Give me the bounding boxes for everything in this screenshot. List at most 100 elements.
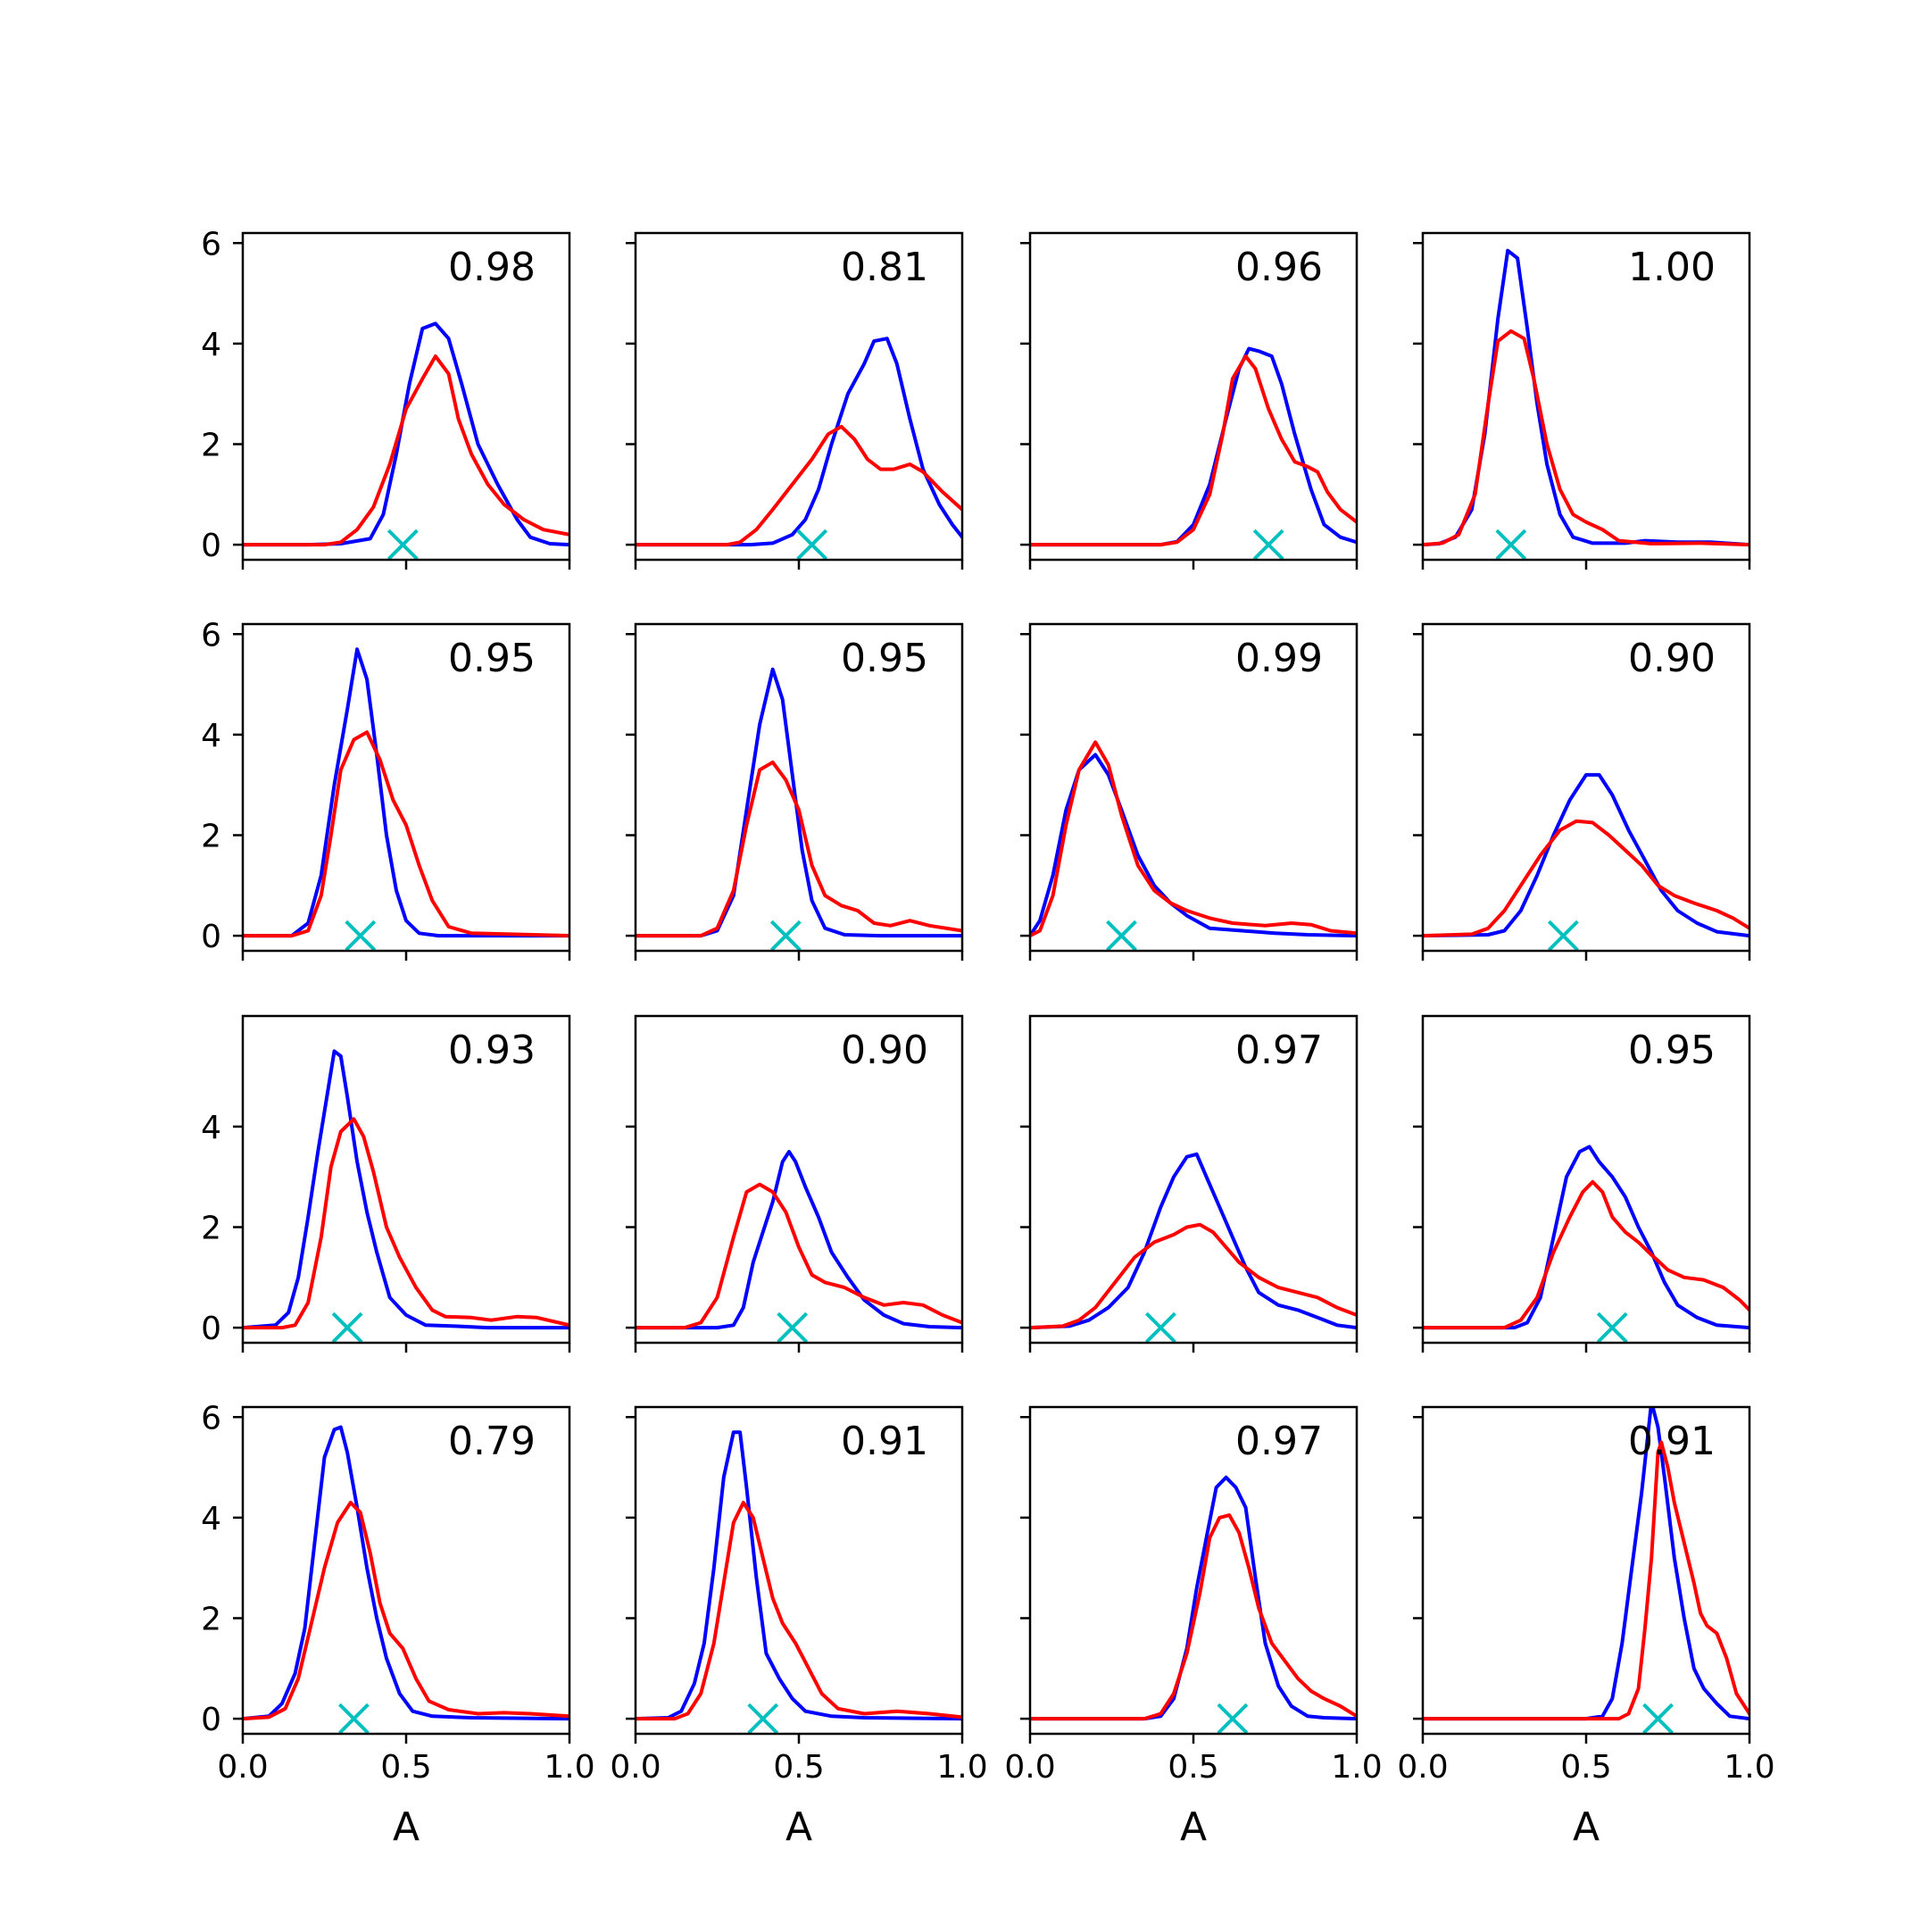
panel-15: 0.97 0.0 0.5 1.0 A <box>1004 1405 1383 1850</box>
panel-11: 0.97 <box>1020 1014 1359 1353</box>
panel-value-label: 0.97 <box>1235 1028 1323 1073</box>
series-1-line <box>636 337 962 547</box>
y-tick-label: 4 <box>201 718 221 754</box>
series-1-line <box>1030 753 1357 938</box>
panel-value-label: 0.90 <box>841 1028 928 1073</box>
x-marker <box>1144 1312 1176 1344</box>
series-2-line <box>243 730 569 938</box>
series-2-line <box>1423 1440 1749 1721</box>
panel-8: 0.90 <box>1413 622 1751 961</box>
x-marker <box>386 529 419 561</box>
y-tick-label: 2 <box>201 427 221 463</box>
x-marker <box>1106 920 1137 952</box>
x-marker <box>747 1703 779 1735</box>
panel-value-label: 0.95 <box>1628 1028 1716 1073</box>
series-2-line <box>1030 1513 1357 1721</box>
y-tick-label: 0 <box>201 1702 221 1738</box>
series-2-line <box>636 1501 962 1721</box>
panel-13: 0.79 0.0 0.5 1.0 0 2 4 6 A <box>201 1400 595 1850</box>
x-marker <box>1596 1312 1628 1344</box>
panel-2: 0.81 <box>626 231 964 570</box>
y-tick-label: 4 <box>201 1501 221 1537</box>
x-tick-label: 0.5 <box>380 1749 431 1786</box>
panel-7: 0.99 <box>1020 622 1359 961</box>
x-tick-label: 1.0 <box>1724 1749 1774 1786</box>
series-1-line <box>636 1430 962 1721</box>
panel-10: 0.90 <box>626 1014 964 1353</box>
series-1-line <box>1030 346 1357 547</box>
x-marker <box>796 529 828 561</box>
x-marker <box>1252 529 1284 561</box>
panel-value-label: 0.96 <box>1235 245 1323 290</box>
y-tick-label: 6 <box>201 226 221 262</box>
y-tick-label: 4 <box>201 327 221 363</box>
y-tick-label: 0 <box>201 919 221 955</box>
panel-value-label: 0.97 <box>1235 1419 1323 1464</box>
x-marker <box>769 920 802 952</box>
x-axis-label: A <box>1180 1804 1207 1850</box>
series-2-line <box>243 1501 569 1721</box>
series-2-line <box>1423 1179 1749 1330</box>
series-2-line <box>1423 329 1749 547</box>
x-tick-label: 1.0 <box>1331 1749 1382 1786</box>
x-marker <box>777 1312 809 1344</box>
y-tick-label: 2 <box>201 1210 221 1246</box>
x-marker <box>345 920 377 952</box>
y-tick-label: 2 <box>201 1601 221 1637</box>
x-marker <box>1547 920 1579 952</box>
panel-value-label: 0.81 <box>841 245 928 290</box>
y-tick-label: 6 <box>201 1400 221 1437</box>
y-tick-label: 4 <box>201 1110 221 1146</box>
series-2-line <box>636 1182 962 1330</box>
series-1-line <box>243 1425 569 1721</box>
panel-3: 0.96 <box>1020 231 1359 570</box>
series-2-line <box>1030 740 1357 938</box>
x-marker <box>1217 1703 1249 1735</box>
series-1-line <box>243 321 569 547</box>
series-2-line <box>243 354 569 547</box>
x-tick-label: 1.0 <box>936 1749 987 1786</box>
series-2-line <box>1030 1222 1357 1330</box>
x-tick-label: 0.0 <box>217 1749 268 1786</box>
panel-value-label: 0.90 <box>1628 636 1716 681</box>
x-axis-label: A <box>785 1804 812 1850</box>
x-tick-label: 0.0 <box>1397 1749 1448 1786</box>
series-1-line <box>1423 1145 1749 1330</box>
x-tick-label: 0.5 <box>1560 1749 1611 1786</box>
x-axis-label: A <box>1573 1804 1600 1850</box>
y-tick-label: 0 <box>201 528 221 564</box>
panel-value-label: 0.91 <box>841 1419 928 1464</box>
series-1-line <box>1030 1152 1357 1330</box>
series-1-line <box>636 1150 962 1330</box>
x-tick-label: 0.0 <box>610 1749 661 1786</box>
series-1-line <box>243 1049 569 1330</box>
x-tick-label: 1.0 <box>544 1749 594 1786</box>
series-1-line <box>1423 1407 1749 1721</box>
series-2-line <box>636 424 962 547</box>
series-1-line <box>1030 1475 1357 1721</box>
series-1-line <box>1423 772 1749 938</box>
panel-value-label: 0.93 <box>448 1028 536 1073</box>
panel-value-label: 0.95 <box>448 636 536 681</box>
x-marker <box>338 1703 370 1735</box>
panel-1: 0.98 0 2 4 6 <box>201 226 571 570</box>
x-tick-label: 0.0 <box>1004 1749 1055 1786</box>
series-2-line <box>243 1117 569 1330</box>
panel-6: 0.95 <box>626 622 964 961</box>
x-marker <box>1642 1703 1674 1735</box>
panel-value-label: 0.99 <box>1235 636 1323 681</box>
y-tick-label: 0 <box>201 1311 221 1347</box>
x-tick-label: 0.5 <box>773 1749 824 1786</box>
y-tick-label: 2 <box>201 818 221 854</box>
series-2-line <box>1030 354 1357 547</box>
series-2-line <box>636 760 962 938</box>
panel-12: 0.95 <box>1413 1014 1751 1353</box>
panel-value-label: 0.95 <box>841 636 928 681</box>
panel-9: 0.93 0 2 4 <box>201 1014 571 1353</box>
x-tick-label: 0.5 <box>1168 1749 1218 1786</box>
series-1-line <box>636 667 962 938</box>
panel-value-label: 0.98 <box>448 245 536 290</box>
y-tick-label: 6 <box>201 617 221 654</box>
